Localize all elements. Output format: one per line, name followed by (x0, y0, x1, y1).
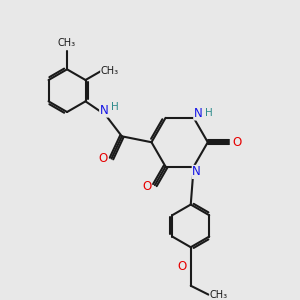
Text: O: O (178, 260, 187, 273)
Text: CH₃: CH₃ (101, 66, 119, 76)
Text: N: N (100, 104, 108, 117)
Text: O: O (142, 180, 151, 193)
Text: O: O (99, 152, 108, 165)
Text: CH₃: CH₃ (210, 290, 228, 300)
Text: CH₃: CH₃ (58, 38, 76, 48)
Text: H: H (111, 102, 119, 112)
Text: O: O (233, 136, 242, 149)
Text: H: H (205, 108, 212, 118)
Text: N: N (192, 165, 201, 178)
Text: N: N (194, 107, 203, 120)
